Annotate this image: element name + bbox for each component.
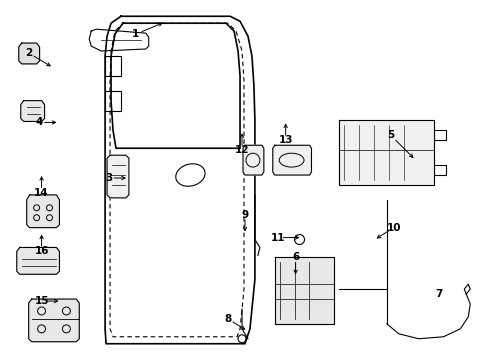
Bar bbox=[110, 160, 124, 185]
Text: 6: 6 bbox=[291, 252, 299, 262]
Text: 9: 9 bbox=[241, 210, 248, 220]
Polygon shape bbox=[29, 299, 79, 342]
Text: 3: 3 bbox=[105, 173, 112, 183]
Polygon shape bbox=[17, 247, 60, 274]
Text: 7: 7 bbox=[434, 289, 441, 299]
Text: 5: 5 bbox=[386, 130, 394, 140]
Text: 10: 10 bbox=[386, 222, 400, 233]
Text: 12: 12 bbox=[234, 145, 249, 155]
Polygon shape bbox=[27, 195, 60, 228]
Polygon shape bbox=[274, 257, 334, 324]
Text: 1: 1 bbox=[132, 29, 139, 39]
Polygon shape bbox=[339, 121, 433, 185]
Bar bbox=[113, 164, 122, 182]
Polygon shape bbox=[19, 43, 40, 64]
Polygon shape bbox=[20, 100, 44, 121]
Text: 14: 14 bbox=[34, 188, 49, 198]
Polygon shape bbox=[272, 145, 311, 175]
Text: 11: 11 bbox=[270, 233, 285, 243]
Polygon shape bbox=[243, 145, 264, 175]
Text: 4: 4 bbox=[36, 117, 43, 127]
Text: 8: 8 bbox=[224, 314, 231, 324]
Text: 15: 15 bbox=[34, 296, 49, 306]
Text: 13: 13 bbox=[278, 135, 292, 145]
Polygon shape bbox=[107, 155, 129, 198]
Text: 2: 2 bbox=[25, 48, 32, 58]
Text: 16: 16 bbox=[34, 247, 49, 256]
